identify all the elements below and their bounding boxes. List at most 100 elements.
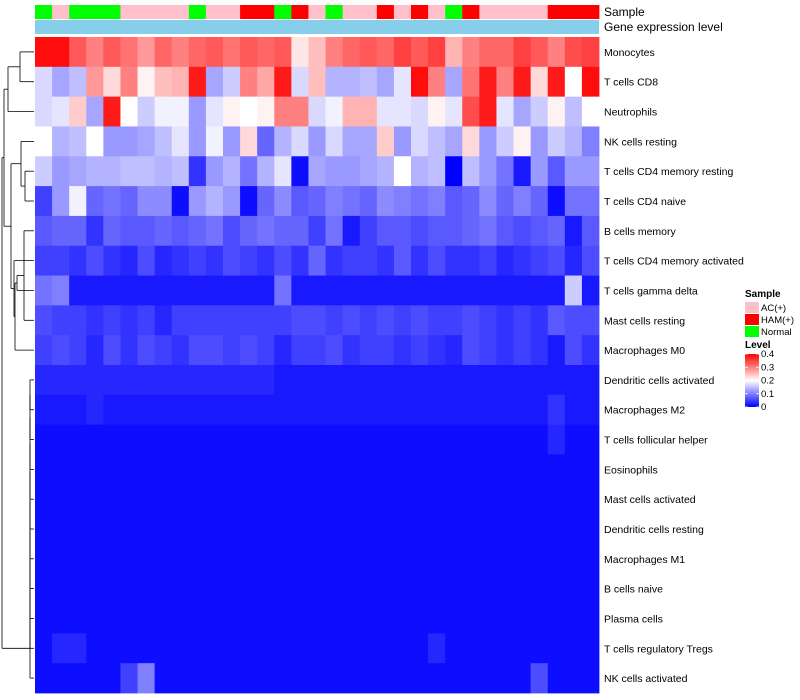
row-label: T cells CD8 [604,77,658,89]
heatmap-cell [120,215,138,247]
heatmap-cell [547,394,566,426]
heatmap-cell [530,543,549,575]
heatmap-cell [291,514,309,545]
heatmap-cell [223,335,241,366]
heatmap-cell [137,633,156,664]
heatmap-cell [342,275,361,306]
heatmap-cell [69,305,87,336]
heatmap-cell [547,126,566,157]
heatmap-cell [530,215,549,247]
heatmap-cell [154,514,173,545]
heatmap-cell [308,245,326,276]
heatmap-cell [564,66,583,98]
heatmap-cell [52,245,70,276]
heatmap-cell [513,365,532,396]
heatmap-cell [137,394,156,426]
heatmap-cell [581,66,600,98]
heatmap-cell [342,156,361,187]
heatmap-cell [205,96,224,127]
heatmap-cell [35,245,53,276]
heatmap-cell [308,37,326,68]
heatmap-cell [52,365,70,396]
heatmap-cell [240,186,258,217]
heatmap-cell [496,186,514,217]
heatmap-cell [530,305,549,336]
heatmap-cell [274,365,292,396]
heatmap-cell [479,96,497,127]
heatmap-cell [52,454,70,485]
heatmap-cell [154,663,173,694]
heatmap-cell [359,275,378,306]
heatmap-cell [428,663,446,694]
heatmap-cell [120,96,138,127]
heatmap-cell [103,484,121,515]
heatmap-cell [86,365,104,396]
heatmap-cell [120,633,138,664]
sample-cell-8 [154,5,173,19]
heatmap-cell [581,275,600,306]
heatmap-cell [69,394,87,426]
heatmap-cell [462,156,480,187]
sample-cell-17 [308,5,326,19]
heatmap-cell [325,37,344,68]
heatmap-cell [274,543,292,575]
heatmap-cell [205,603,224,634]
level-tick-label: 0.3 [761,362,774,373]
heatmap-cell [530,603,549,634]
heatmap-cell [35,96,53,127]
heatmap-cell [188,335,207,366]
heatmap-cell [428,424,446,455]
sample-cell-32 [564,5,583,19]
heatmap-cell [479,215,497,247]
heatmap-cell [171,305,190,336]
heatmap-cell [205,245,224,276]
heatmap-cell [445,126,463,157]
sample-cell-16 [291,5,309,19]
heatmap-cell [171,335,190,366]
heatmap-cell [547,365,566,396]
heatmap-cell [69,335,87,366]
heatmap-cell [530,663,549,694]
sample-cell-2 [52,5,70,19]
heatmap-cell [513,156,532,187]
heatmap-cell [120,394,138,426]
heatmap-cell [496,245,514,276]
heatmap-cell [274,37,292,68]
heatmap-cell [52,663,70,694]
heatmap-cell [188,573,207,604]
heatmap-cell [325,603,344,634]
heatmap-cell [69,424,87,455]
sample-cell-25 [445,5,463,19]
heatmap-cell [86,633,104,664]
heatmap-cell [52,66,70,98]
heatmap-cell [257,335,275,366]
heatmap-cell [137,37,156,68]
level-tick-label: 0.2 [761,376,774,387]
heatmap-cell [445,633,463,664]
heatmap-cell [496,66,514,98]
heatmap-cell [359,96,378,127]
heatmap-cell [547,305,566,336]
heatmap-cell [69,603,87,634]
heatmap-cell [564,603,583,634]
heatmap-cell [564,394,583,426]
heatmap-cell [69,156,87,187]
heatmap-cell [291,394,309,426]
heatmap-cell [547,186,566,217]
heatmap-cell [513,603,532,634]
heatmap-cell [188,126,207,157]
heatmap-cell [411,96,429,127]
sample-cell-4 [86,5,104,19]
heatmap-cell [376,156,395,187]
heatmap-cell [393,275,412,306]
heatmap-cell [35,126,53,157]
heatmap-cell [325,275,344,306]
heatmap-cell [171,573,190,604]
heatmap-cell [223,484,241,515]
heatmap-cell [359,37,378,68]
heatmap-cell [308,365,326,396]
sample-cell-6 [120,5,138,19]
heatmap-cell [86,663,104,694]
heatmap-cell [428,156,446,187]
